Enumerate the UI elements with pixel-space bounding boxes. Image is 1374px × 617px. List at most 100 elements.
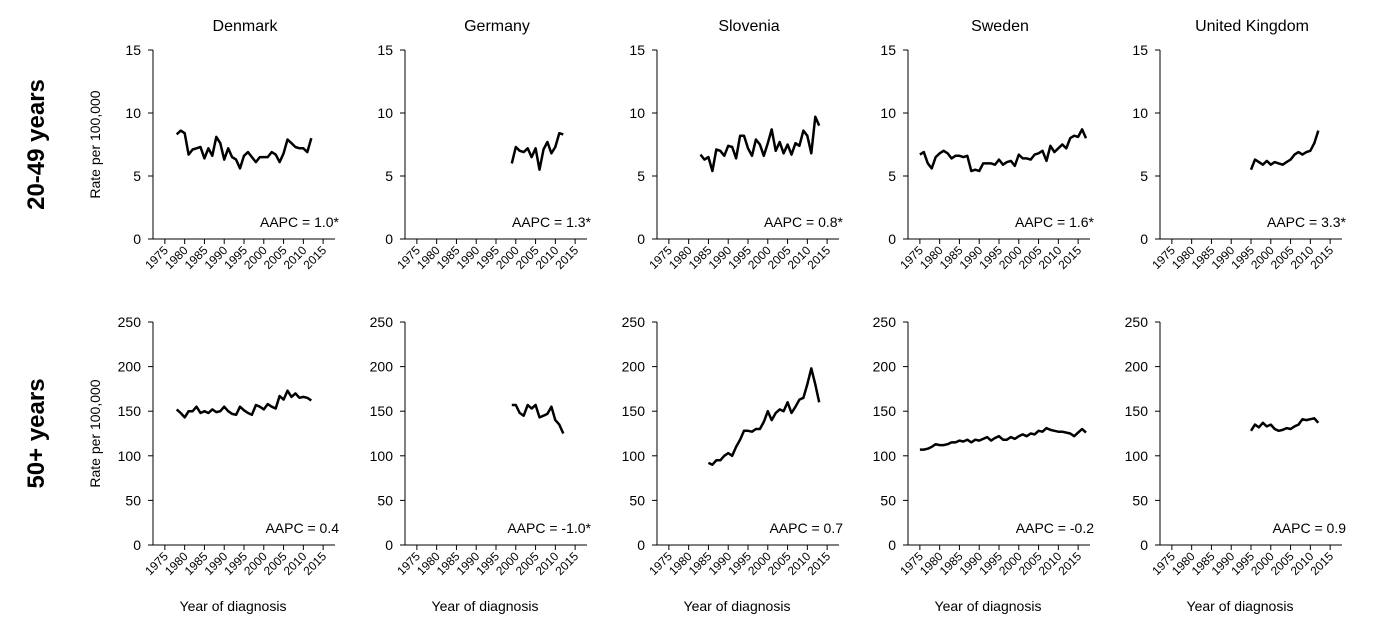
data-line: [1249, 130, 1320, 171]
x-tick-label: 2015: [300, 549, 329, 578]
x-axis-label: Year of diagnosis: [684, 598, 791, 614]
panel-title: Slovenia: [718, 18, 779, 35]
y-tick-label: 10: [629, 105, 645, 121]
y-tick-label: 150: [622, 403, 646, 419]
data-line: [707, 367, 821, 466]
annotation: AAPC = 3.3*: [1267, 214, 1347, 230]
panel: 0510151975198019851990199520002005201020…: [1132, 18, 1346, 272]
y-tick-label: 50: [880, 492, 896, 508]
y-tick-label: 200: [1125, 359, 1149, 375]
y-axis-label: Rate per 100,000: [87, 90, 103, 198]
y-tick-label: 100: [370, 448, 394, 464]
y-tick-label: 50: [125, 492, 141, 508]
y-tick-label: 15: [377, 42, 393, 58]
data-line: [919, 426, 1087, 451]
y-tick-label: 15: [629, 42, 645, 58]
y-tick-label: 0: [888, 231, 896, 247]
y-tick-label: 100: [873, 448, 897, 464]
y-tick-label: 15: [125, 42, 141, 58]
y-tick-label: 15: [1132, 42, 1148, 58]
y-tick-label: 250: [370, 314, 394, 330]
x-tick-label: 2015: [1055, 243, 1084, 272]
panel-title: Germany: [464, 18, 530, 35]
annotation: AAPC = 1.6*: [1015, 214, 1095, 230]
y-tick-label: 250: [622, 314, 646, 330]
panel: 0501001502002501975198019851990199520002…: [873, 314, 1095, 614]
y-tick-label: 100: [118, 448, 142, 464]
data-line: [1249, 417, 1320, 433]
y-tick-label: 0: [1140, 537, 1148, 553]
x-tick-label: 2015: [804, 243, 833, 272]
y-tick-label: 150: [118, 403, 142, 419]
x-tick-label: 2015: [1307, 549, 1336, 578]
y-tick-label: 0: [385, 537, 393, 553]
x-tick-label: 2015: [300, 243, 329, 272]
annotation: AAPC = -0.2: [1016, 520, 1094, 536]
panel: 0501001502002501975198019851990199520002…: [370, 314, 592, 614]
y-tick-label: 200: [370, 359, 394, 375]
y-tick-label: 250: [118, 314, 142, 330]
annotation: AAPC = 1.0*: [260, 214, 340, 230]
y-tick-label: 50: [1132, 492, 1148, 508]
panel: 0510151975198019851990199520002005201020…: [629, 18, 843, 272]
y-tick-label: 250: [1125, 314, 1149, 330]
x-tick-label: 2015: [1307, 243, 1336, 272]
y-tick-label: 200: [118, 359, 142, 375]
panel: 0501001502002501975198019851990199520002…: [1125, 314, 1347, 614]
x-axis-label: Year of diagnosis: [432, 598, 539, 614]
y-tick-label: 5: [133, 168, 141, 184]
y-tick-label: 0: [133, 231, 141, 247]
panel: 0510151975198019851990199520002005201020…: [880, 18, 1094, 272]
data-line: [175, 129, 313, 170]
annotation: AAPC = 0.7: [769, 520, 843, 536]
y-tick-label: 0: [133, 537, 141, 553]
y-tick-label: 0: [385, 231, 393, 247]
y-tick-label: 15: [880, 42, 896, 58]
y-tick-label: 10: [1132, 105, 1148, 121]
y-tick-label: 150: [873, 403, 897, 419]
x-axis-label: Year of diagnosis: [180, 598, 287, 614]
y-tick-label: 10: [880, 105, 896, 121]
x-tick-label: 2015: [1055, 549, 1084, 578]
annotation: AAPC = 0.4: [265, 520, 339, 536]
panel: 0510151975198019851990199520002005201020…: [23, 18, 340, 272]
y-tick-label: 200: [622, 359, 646, 375]
y-tick-label: 150: [1125, 403, 1149, 419]
annotation: AAPC = 0.8*: [764, 214, 844, 230]
y-tick-label: 5: [1140, 168, 1148, 184]
panel-title: Sweden: [971, 18, 1029, 35]
panel-title: Denmark: [213, 18, 279, 35]
y-axis-label: Rate per 100,000: [87, 379, 103, 487]
data-line: [919, 128, 1088, 173]
x-tick-label: 2015: [552, 549, 581, 578]
y-tick-label: 10: [377, 105, 393, 121]
y-tick-label: 0: [888, 537, 896, 553]
annotation: AAPC = 1.3*: [512, 214, 592, 230]
y-tick-label: 5: [888, 168, 896, 184]
x-axis-label: Year of diagnosis: [1187, 598, 1294, 614]
y-tick-label: 50: [629, 492, 645, 508]
panel-title: United Kingdom: [1195, 18, 1309, 35]
y-tick-label: 5: [637, 168, 645, 184]
x-tick-label: 2015: [552, 243, 581, 272]
data-line: [699, 115, 821, 173]
data-line: [511, 403, 565, 435]
annotation: AAPC = -1.0*: [507, 520, 591, 536]
y-tick-label: 100: [1125, 448, 1149, 464]
row-label: 20-49 years: [23, 79, 50, 210]
panel: 0510151975198019851990199520002005201020…: [377, 18, 591, 272]
row-label: 50+ years: [23, 378, 50, 488]
y-tick-label: 250: [873, 314, 897, 330]
data-line: [510, 131, 564, 171]
x-tick-label: 2015: [804, 549, 833, 578]
y-tick-label: 0: [1140, 231, 1148, 247]
x-axis-label: Year of diagnosis: [935, 598, 1042, 614]
y-tick-label: 0: [637, 231, 645, 247]
annotation: AAPC = 0.9: [1272, 520, 1346, 536]
y-tick-label: 100: [622, 448, 646, 464]
y-tick-label: 150: [370, 403, 394, 419]
panel: 0501001502002501975198019851990199520002…: [23, 314, 339, 614]
data-line: [175, 389, 312, 419]
y-tick-label: 0: [637, 537, 645, 553]
